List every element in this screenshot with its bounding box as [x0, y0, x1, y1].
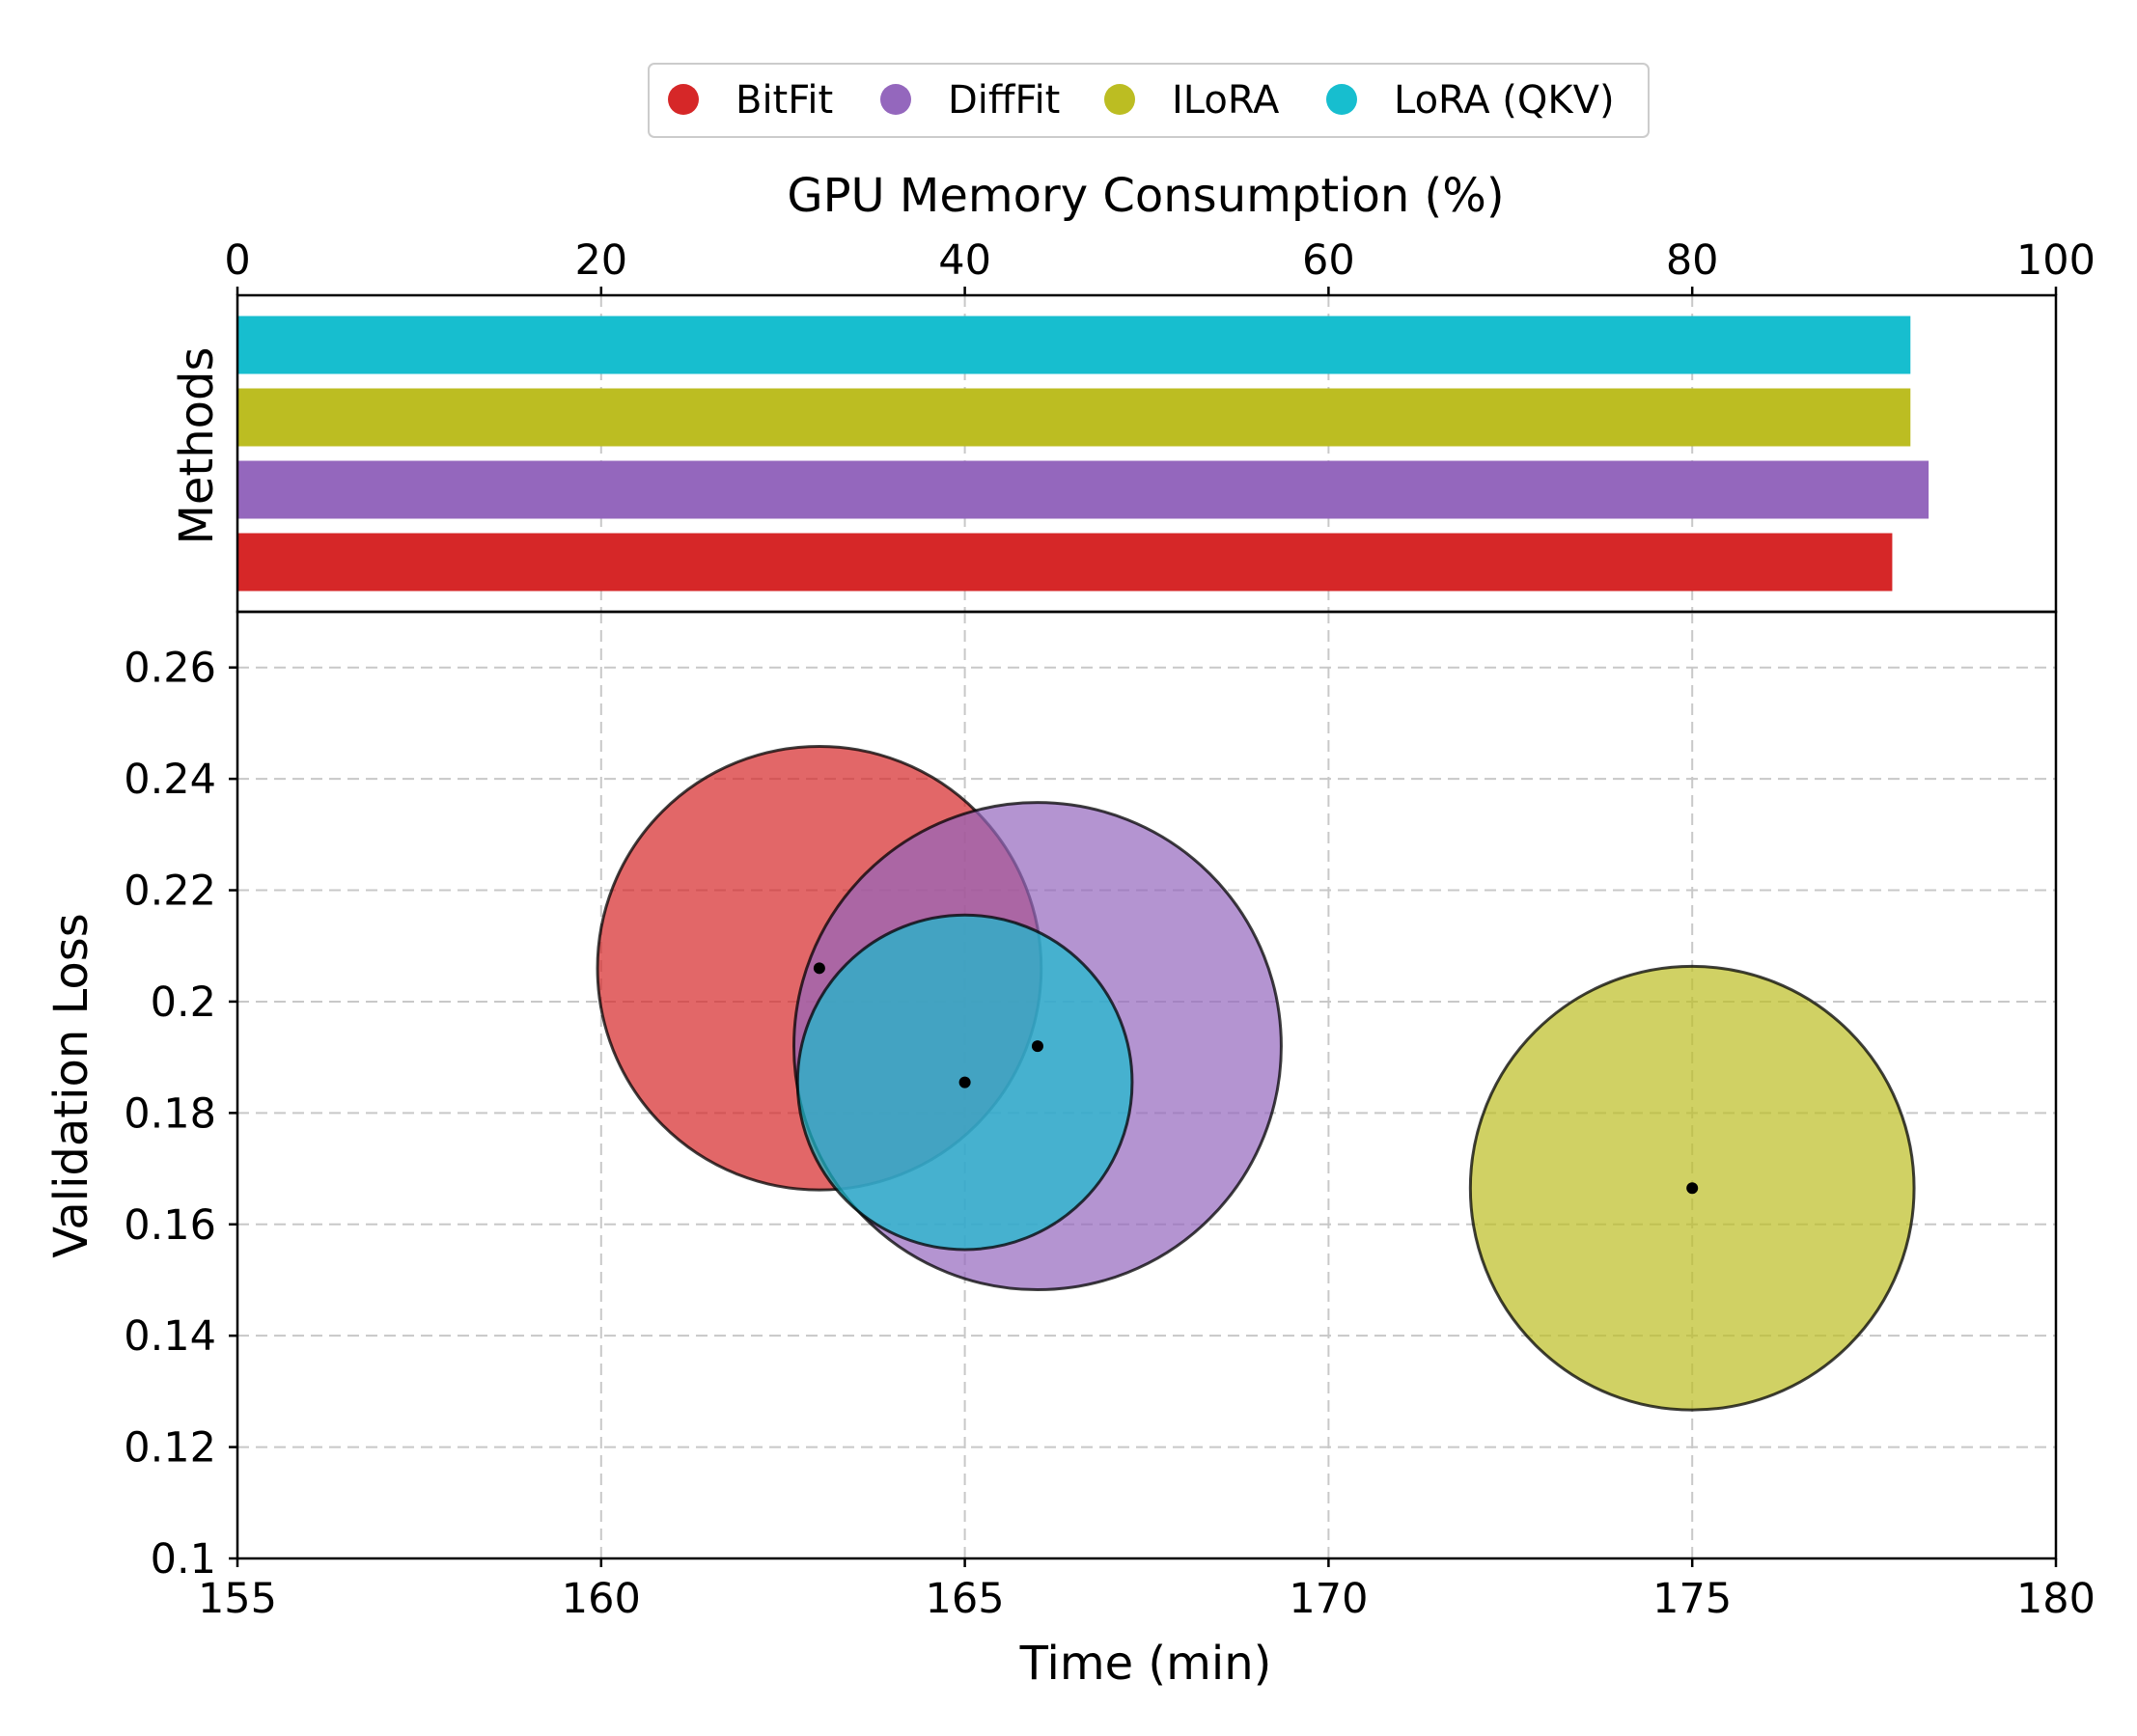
memory-axis-title: GPU Memory Consumption (%) [787, 169, 1504, 223]
bar-lora-qkv [237, 316, 1911, 374]
memory-tick-label: 40 [938, 236, 991, 285]
loss-tick-label: 0.26 [124, 645, 216, 693]
loss-tick-label: 0.24 [124, 756, 216, 804]
time-axis-title: Time (min) [1019, 1637, 1272, 1691]
legend-label-difffit: DiffFit [948, 78, 1060, 123]
time-tick-label: 160 [562, 1575, 641, 1623]
bubble-center-lora-qkv [958, 1076, 971, 1088]
time-tick-label: 170 [1289, 1575, 1368, 1623]
bubble-center-ilora [1686, 1182, 1699, 1195]
loss-tick-label: 0.14 [124, 1312, 216, 1361]
legend-box [648, 63, 1650, 138]
loss-tick-label: 0.22 [124, 868, 216, 916]
memory-tick-label: 60 [1302, 236, 1355, 285]
legend-marker-difffit [880, 84, 911, 115]
memory-tick-label: 80 [1666, 236, 1719, 285]
time-tick-label: 175 [1652, 1575, 1732, 1623]
bar-bitfit [237, 533, 1893, 592]
memory-tick-label: 100 [2016, 236, 2095, 285]
legend-marker-lora-qkv [1326, 84, 1357, 115]
time-tick-label: 180 [2016, 1575, 2095, 1623]
time-axis-ticks: 155 160 165 170 175 180 [198, 1558, 2095, 1623]
methods-axis-title: Methods [170, 346, 224, 544]
memory-bars [237, 316, 1929, 592]
time-tick-label: 155 [198, 1575, 277, 1623]
legend-marker-bitfit [668, 84, 699, 115]
legend-label-bitfit: BitFit [735, 78, 833, 123]
memory-tick-label: 0 [224, 236, 250, 285]
loss-axis-title: Validation Loss [44, 913, 98, 1258]
bubble-center-difffit [1031, 1040, 1043, 1053]
loss-panel-frame [236, 610, 2058, 1560]
bar-ilora [237, 388, 1911, 447]
time-tick-label: 165 [926, 1575, 1005, 1623]
legend: BitFit DiffFit ILoRA LoRA (QKV) [648, 63, 1650, 138]
bubble-center-bitfit [813, 962, 825, 975]
loss-tick-label: 0.1 [151, 1535, 216, 1584]
bar-difffit [237, 460, 1929, 519]
loss-tick-label: 0.2 [151, 978, 216, 1027]
memory-tick-label: 20 [574, 236, 627, 285]
loss-tick-label: 0.16 [124, 1201, 216, 1250]
loss-axis-ticks: 0.1 0.12 0.14 0.16 0.18 0.2 0.22 0.24 0.26 [124, 645, 237, 1584]
legend-marker-ilora [1104, 84, 1135, 115]
memory-axis-ticks: 0 20 40 60 80 100 [224, 236, 2095, 295]
loss-tick-label: 0.18 [124, 1089, 216, 1138]
loss-tick-label: 0.12 [124, 1424, 216, 1473]
legend-label-lora-qkv: LoRA (QKV) [1394, 78, 1615, 123]
legend-label-ilora: ILoRA [1172, 78, 1280, 123]
bubble-centers [813, 962, 1699, 1195]
